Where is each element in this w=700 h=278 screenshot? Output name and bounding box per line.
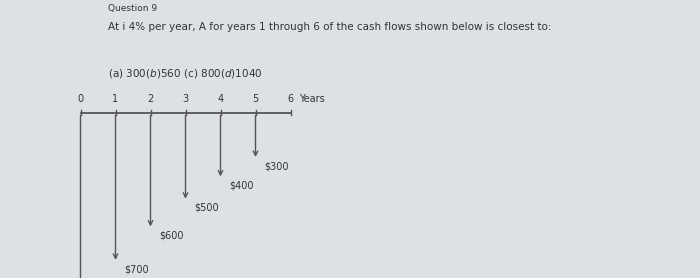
Text: $500: $500 [194,203,218,213]
Text: Years: Years [299,94,325,104]
Text: 6: 6 [288,94,293,104]
Text: $300: $300 [264,161,288,171]
Text: 1: 1 [113,94,118,104]
Text: At i 4% per year, A for years 1 through 6 of the cash flows shown below is close: At i 4% per year, A for years 1 through … [108,22,552,32]
Text: 0: 0 [78,94,83,104]
Text: $400: $400 [229,181,253,191]
Text: 3: 3 [183,94,188,104]
Text: $600: $600 [159,231,183,241]
Text: 4: 4 [218,94,223,104]
Text: Question 9: Question 9 [108,4,158,13]
Text: 2: 2 [148,94,153,104]
Text: $700: $700 [124,264,148,274]
Text: (a) $300 (b) $560 (c) $800 (d ) $1040: (a) $300 (b) $560 (c) $800 (d ) $1040 [108,67,263,80]
Text: 5: 5 [253,94,258,104]
